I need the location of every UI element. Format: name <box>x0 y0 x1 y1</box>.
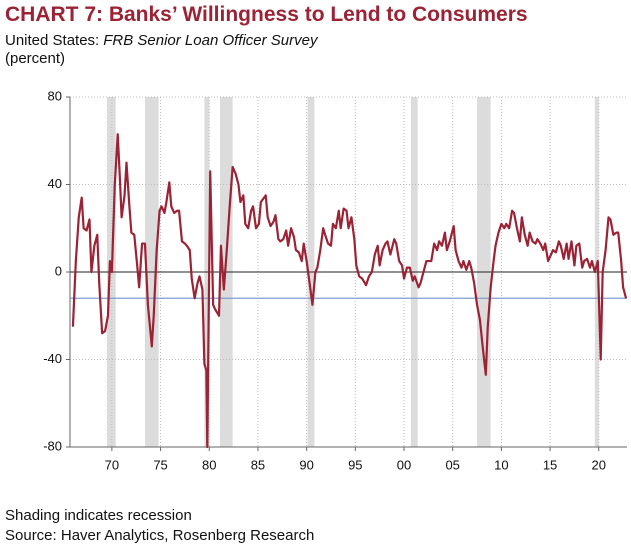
y-tick-label: -80 <box>43 438 62 453</box>
chart-title: CHART 7: Banks’ Willingness to Lend to C… <box>5 3 528 26</box>
y-tick-label: 0 <box>55 263 62 278</box>
subtitle-prefix: United States: <box>5 32 100 49</box>
y-tick-label: 80 <box>48 88 62 103</box>
x-tick-label: 05 <box>445 457 459 472</box>
footnote: Shading indicates recession <box>5 507 192 524</box>
x-tick-label: 15 <box>543 457 557 472</box>
subtitle-source: FRB Senior Loan Officer Survey <box>103 32 318 49</box>
footnote: Source: Haver Analytics, Rosenberg Resea… <box>5 527 315 544</box>
subtitle: United States: FRB Senior Loan Officer Su… <box>5 32 317 49</box>
units: (percent) <box>5 50 66 67</box>
data-line <box>71 133 628 449</box>
x-tick-label: 90 <box>299 457 313 472</box>
x-tick-label: 10 <box>494 457 508 472</box>
x-tick-label: 95 <box>348 457 362 472</box>
y-tick-label: -40 <box>43 351 62 366</box>
x-tick-label: 75 <box>153 457 167 472</box>
x-tick-label: 00 <box>397 457 411 472</box>
x-tick-label: 20 <box>592 457 606 472</box>
x-tick-label: 80 <box>202 457 216 472</box>
x-tick-label: 85 <box>251 457 265 472</box>
y-tick-label: 40 <box>48 176 62 191</box>
x-tick-label: 70 <box>105 457 119 472</box>
